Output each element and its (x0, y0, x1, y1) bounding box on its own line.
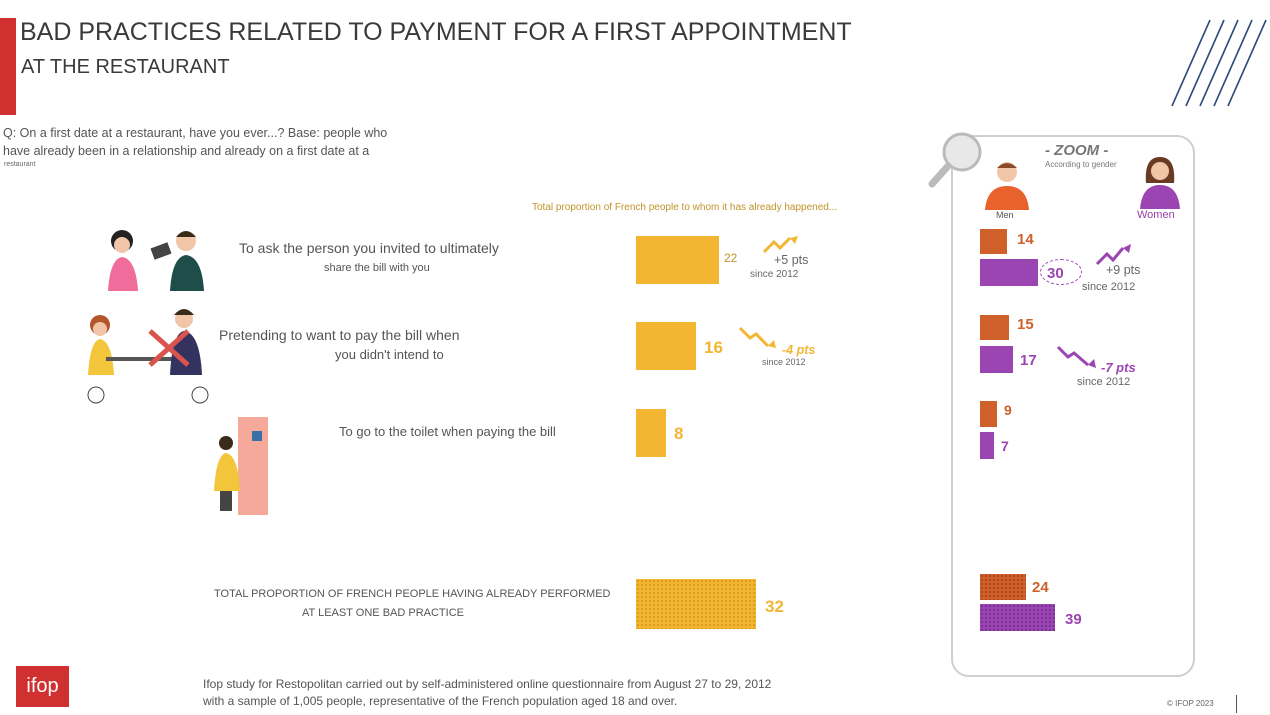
women-bar-item-2 (980, 346, 1013, 373)
men-value-item-1: 14 (1017, 231, 1034, 248)
women-value-item-2: 17 (1020, 352, 1037, 369)
woman-avatar-icon (1140, 157, 1180, 209)
men-bar-item-2 (980, 315, 1009, 340)
zoom-trend-2-since: since 2012 (1077, 376, 1131, 388)
dinner-table-illustration-icon (87, 309, 209, 404)
value-total: 32 (765, 597, 784, 616)
zoom-title: - ZOOM - (1045, 142, 1109, 159)
women-bar-item-3 (980, 432, 994, 459)
trend-item-1-since: since 2012 (750, 269, 799, 280)
man-avatar-icon (985, 162, 1029, 210)
bar-item-1 (636, 236, 719, 284)
trend-down-icon (738, 326, 776, 348)
zoom-subtitle: According to gender (1045, 160, 1117, 169)
toilet-door-illustration-icon (214, 417, 268, 515)
footnote-line2: with a sample of 1,005 people, represent… (203, 694, 678, 708)
question-tail: restaurant (4, 161, 36, 168)
value-item-1: 22 (724, 251, 738, 265)
men-bar-item-1 (980, 229, 1008, 254)
item-3-label: To go to the toilet when paying the bill (339, 424, 556, 439)
title-accent-bar (0, 18, 16, 115)
footer-divider (1236, 695, 1237, 713)
women-value-item-3: 7 (1001, 438, 1009, 454)
footnote-line1: Ifop study for Restopolitan carried out … (203, 677, 772, 691)
decorative-stripes-icon (1171, 19, 1267, 107)
zoom-trend-1-value: +9 pts (1106, 263, 1141, 277)
zoom-panel (951, 135, 1195, 677)
item-2-label-line2: you didn't intend to (335, 347, 444, 362)
magnifier-icon (928, 132, 982, 188)
page-subtitle: AT THE RESTAURANT (21, 56, 230, 78)
item-2-label-line1: Pretending to want to pay the bill when (219, 327, 460, 343)
bar-item-3 (636, 409, 666, 457)
trend-item-2-value: -4 pts (782, 343, 816, 357)
item-1-label-line1: To ask the person you invited to ultimat… (239, 240, 499, 256)
zoom-trend-1-since: since 2012 (1082, 281, 1136, 293)
men-label: Men (996, 210, 1014, 220)
trend-up-purple-icon (1095, 244, 1131, 266)
item-1-label-line2: share the bill with you (324, 262, 430, 274)
trend-item-1-value: +5 pts (774, 253, 809, 267)
value-item-2: 16 (704, 338, 723, 357)
women-label: Women (1137, 209, 1175, 221)
highlight-circle (1040, 259, 1082, 285)
total-label-line2: AT LEAST ONE BAD PRACTICE (302, 607, 464, 619)
women-bar-item-1 (980, 259, 1038, 286)
copyright: © IFOP 2023 (1167, 699, 1214, 708)
ifop-logo: ifop (16, 666, 69, 707)
trend-down-purple-icon (1056, 345, 1096, 368)
zoom-trend-2-value: -7 pts (1101, 360, 1136, 375)
footnote: Ifop study for Restopolitan carried out … (203, 676, 771, 710)
trend-up-icon (762, 236, 798, 254)
men-value-total: 24 (1032, 579, 1049, 596)
bar-total (636, 579, 756, 629)
men-bar-total (980, 574, 1027, 600)
men-bar-item-3 (980, 401, 998, 427)
women-value-total: 39 (1065, 611, 1082, 628)
men-value-item-3: 9 (1004, 402, 1012, 418)
bar-item-2 (636, 322, 696, 370)
women-bar-total (980, 604, 1056, 631)
total-caption: Total proportion of French people to who… (532, 202, 838, 213)
men-value-item-2: 15 (1017, 316, 1034, 333)
page-title: BAD PRACTICES RELATED TO PAYMENT FOR A F… (20, 18, 852, 46)
trend-item-2-since: since 2012 (762, 357, 806, 367)
couple-illustration-icon (108, 230, 204, 291)
question-text: Q: On a first date at a restaurant, have… (3, 126, 388, 158)
value-item-3: 8 (674, 424, 684, 443)
total-label-line1: TOTAL PROPORTION OF FRENCH PEOPLE HAVING… (214, 588, 611, 600)
